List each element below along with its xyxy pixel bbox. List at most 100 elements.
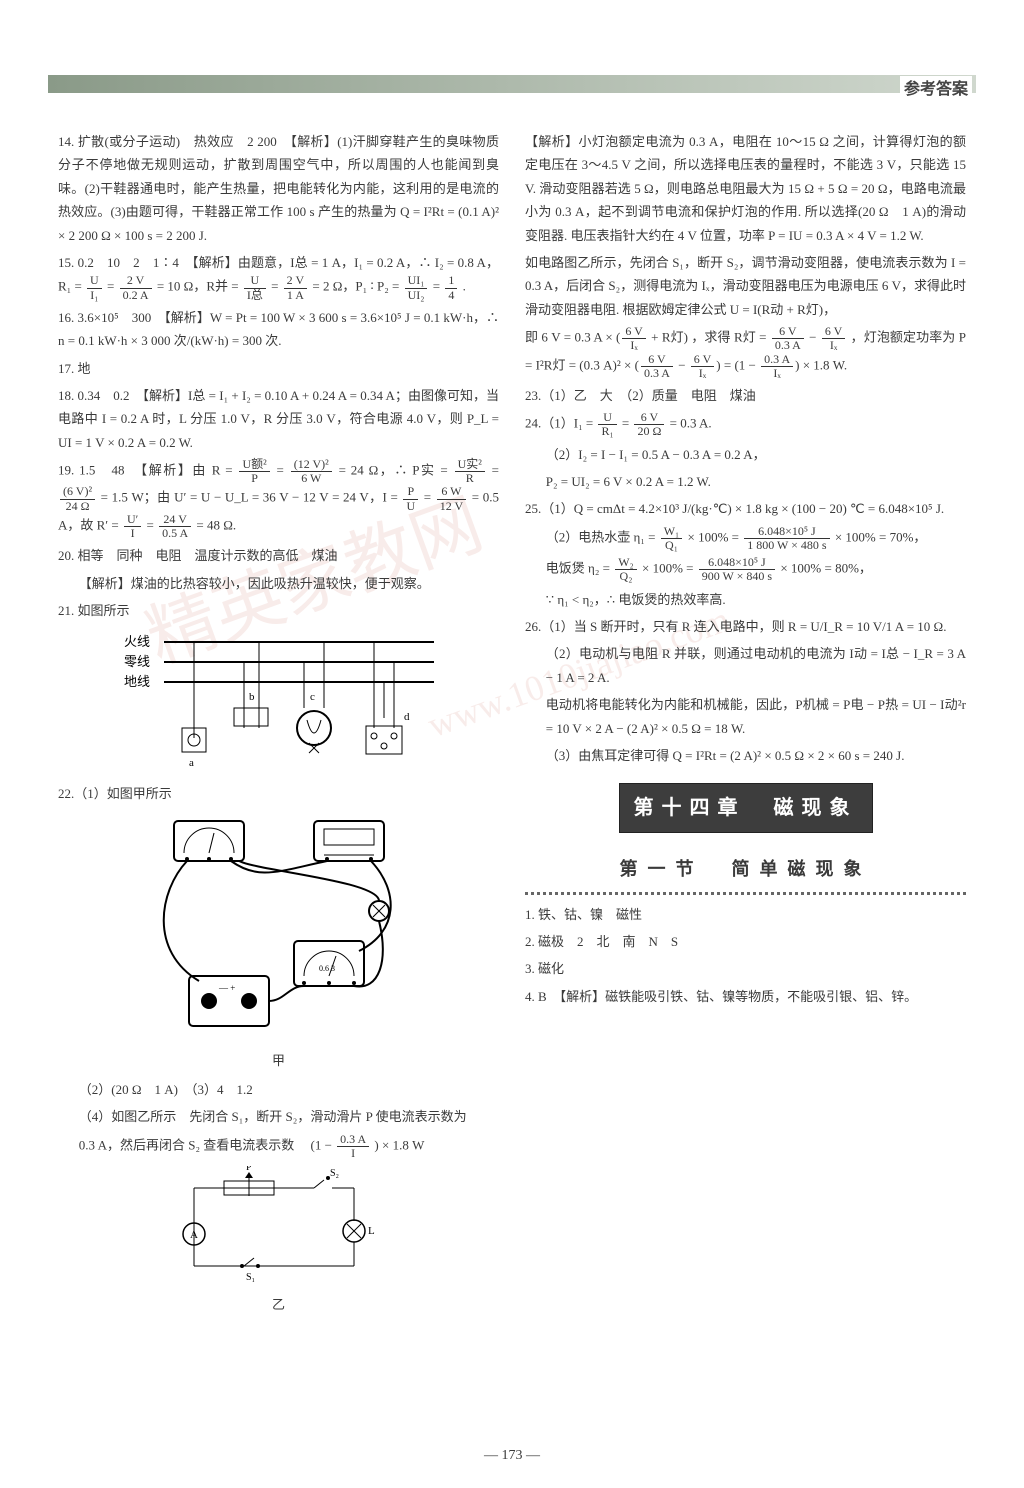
t: 电饭煲 η₂ = xyxy=(546,561,610,576)
frac: 6 VIₓ xyxy=(822,325,845,352)
s1: 1. 铁、钴、镍 磁性 xyxy=(525,903,966,926)
q22d: 0.3 A，然后再闭合 S₂ 查看电流表示数 (1 − 0.3 AI ) × 1… xyxy=(58,1133,499,1160)
r-an2a: 如电路图乙所示，先闭合 S₁，断开 S₂，调节滑动变阻器，使电流表示数为 I =… xyxy=(525,251,966,321)
frac: 6 V20 Ω xyxy=(634,411,664,438)
q15: 15. 0.2 10 2 1∶4 【解析】由题意，I总 = 1 A，I₁ = 0… xyxy=(58,251,499,302)
t: 即 6 V = 0.3 A × xyxy=(525,330,613,345)
q25b: （2）电热水壶 η₁ = W₁Q₁ × 100% = 6.048×10⁵ J1 … xyxy=(525,525,966,552)
q24c: （2）I₂ = I − I₁ = 0.5 A − 0.3 A = 0.2 A， xyxy=(525,443,966,466)
q19-t: = 48 Ω. xyxy=(196,517,236,532)
q26b: （2）电动机与电阻 R 并联，则通过电动机的电流为 I动 = I总 − I_R … xyxy=(525,642,966,689)
t: ，求得 R灯 = xyxy=(691,330,766,345)
q25e: 电饭煲 η₂ = W₂Q₂ × 100% = 6.048×10⁵ J900 W … xyxy=(525,556,966,583)
q22d-t: 0.3 A，然后再闭合 S₂ 查看电流表示数 xyxy=(79,1137,307,1152)
page-number-value: 173 xyxy=(502,1448,523,1463)
svg-text:A: A xyxy=(190,1229,198,1241)
frac: 6 V0.3 A xyxy=(641,353,673,380)
q25h: ∵ η₁ < η₂，∴ 电饭煲的热效率高. xyxy=(525,588,966,611)
q14: 14. 扩散(或分子运动) 热效应 2 200 【解析】(1)汗脚穿鞋产生的臭味… xyxy=(58,130,499,247)
q19-t: = xyxy=(424,490,431,505)
t: × 100% = xyxy=(642,561,694,576)
t: = xyxy=(724,357,731,372)
r-analysis: 【解析】小灯泡额定电流为 0.3 A，电阻在 10～15 Ω 之间，计算得灯泡的… xyxy=(525,130,966,247)
header-band xyxy=(48,75,976,93)
frac: PU xyxy=(403,485,418,512)
frac: 6 W12 V xyxy=(437,485,466,512)
svg-text:S₂: S₂ xyxy=(330,1168,339,1179)
frac: UR₁ xyxy=(598,411,616,438)
caption-yi: 乙 xyxy=(58,1293,499,1316)
label-fire: 火线 xyxy=(124,634,150,649)
q19-t: = xyxy=(492,463,499,478)
label-ground: 地线 xyxy=(124,674,150,689)
q24: 24.（1）I₁ = UR₁ = 6 V20 Ω = 0.3 A. xyxy=(525,411,966,438)
frac: W₂Q₂ xyxy=(615,556,637,583)
frac: 6.048×10⁵ J1 800 W × 480 s xyxy=(744,525,829,552)
caption-jia: 甲 xyxy=(58,1049,499,1072)
q26c: 电动机将电能转化为内能和机械能，因此，P机械 = P电 − P热 = UI − … xyxy=(525,693,966,740)
frac: W₁Q₁ xyxy=(661,525,683,552)
q21: 21. 如图所示 xyxy=(58,599,499,622)
frac: 2 V0.2 A xyxy=(120,274,152,301)
svg-text:0.6 3: 0.6 3 xyxy=(319,964,335,973)
svg-text:a: a xyxy=(189,757,194,768)
frac: 6.048×10⁵ J900 W × 840 s xyxy=(699,556,775,583)
q26d: （3）由焦耳定律可得 Q = I²Rt = (2 A)² × 0.5 Ω × 2… xyxy=(525,744,966,767)
q19: 19. 1.5 48 【解析】由 R = U额²P = (12 V)²6 W =… xyxy=(58,458,499,540)
chapter-title: 第十四章 磁现象 xyxy=(619,783,873,833)
frac: U额²P xyxy=(239,458,269,485)
q15-text4: = 2 Ω，P₁ ∶ P₂ = xyxy=(312,279,399,294)
s2: 2. 磁极 2 北 南 N S xyxy=(525,930,966,953)
svg-text:— +: — + xyxy=(218,983,235,993)
q22e-t: × 1.8 W xyxy=(382,1137,424,1152)
frac: (12 V)²6 W xyxy=(291,458,332,485)
q15-text: 15. 0.2 10 2 1∶4 【解析】由题意，I总 = 1 A，I₁ = 0… xyxy=(58,255,454,270)
r-an2b: 即 6 V = 0.3 A × (6 VIₓ + R灯) ，求得 R灯 = 6 … xyxy=(525,325,966,380)
frac: U′I xyxy=(124,513,141,540)
frac: (6 V)²24 Ω xyxy=(60,485,95,512)
q26a: 26.（1）当 S 断开时，只有 R 连入电路中，则 R = U/I_R = 1… xyxy=(525,615,966,638)
frac: 2 V1 A xyxy=(284,274,307,301)
frac: U实²R xyxy=(455,458,485,485)
t: × 100% = 70%， xyxy=(835,529,927,544)
q19-t: = 24 Ω，∴ P实 = xyxy=(339,463,448,478)
q18: 18. 0.34 0.2 【解析】I总 = I₁ + I₂ = 0.10 A +… xyxy=(58,384,499,454)
q24d: P₂ = UI₂ = 6 V × 0.2 A = 1.2 W. xyxy=(525,470,966,493)
header-label: 参考答案 xyxy=(900,76,972,105)
q25a: 25.（1）Q = cmΔt = 4.2×10³ J/(kg·℃) × 1.8 … xyxy=(525,497,966,520)
q19-t: 19. 1.5 48 【解析】由 R = xyxy=(58,463,233,478)
t: × 100% = xyxy=(687,529,739,544)
svg-text:L: L xyxy=(368,1225,375,1237)
frac: 6 VIₓ xyxy=(691,353,714,380)
svg-text:S₁: S₁ xyxy=(246,1272,255,1283)
q21-diagram: 火线 零线 地线 a b c xyxy=(58,628,499,775)
t: × 1.8 W. xyxy=(803,357,847,372)
t: （2）电热水壶 η₁ = xyxy=(546,529,656,544)
page-number: — 173 — xyxy=(0,1443,1024,1468)
q19-t: = 1.5 W；由 U′ = U − U_L = 36 V − 12 V = 2… xyxy=(101,490,398,505)
s3: 3. 磁化 xyxy=(525,957,966,980)
t: + R灯 xyxy=(651,330,684,345)
frac: 0.3 AI xyxy=(337,1133,369,1160)
svg-text:P: P xyxy=(246,1166,252,1173)
frac: UI₁ xyxy=(87,274,102,301)
q22-diagram-yi: P S₂ L A S₁ 乙 xyxy=(58,1166,499,1317)
q15-text5: . xyxy=(463,279,466,294)
s4: 4. B 【解析】磁铁能吸引铁、钴、镍等物质，不能吸引银、铝、锌。 xyxy=(525,985,966,1008)
frac: 6 VIₓ xyxy=(622,325,645,352)
frac: 6 V0.3 A xyxy=(772,325,804,352)
label-neutral: 零线 xyxy=(124,654,150,669)
t: 24.（1）I₁ = xyxy=(525,416,593,431)
dotted-divider xyxy=(525,892,966,895)
q22-diagram-jia: — + 0.6 3 甲 xyxy=(58,811,499,1072)
frac: UI总 xyxy=(244,274,266,301)
q22a: 22.（1）如图甲所示 xyxy=(58,782,499,805)
content-columns: 14. 扩散(或分子运动) 热效应 2 200 【解析】(1)汗脚穿鞋产生的臭味… xyxy=(58,130,966,1438)
svg-text:d: d xyxy=(404,711,410,723)
section-title: 第一节 简单磁现象 xyxy=(525,853,966,885)
q20: 20. 相等 同种 电阻 温度计示数的高低 煤油 xyxy=(58,544,499,567)
svg-text:c: c xyxy=(310,691,315,703)
chapter-box-wrap: 第十四章 磁现象 xyxy=(525,771,966,843)
frac: UI₁UI₂ xyxy=(405,274,428,301)
frac: 14 xyxy=(445,274,457,301)
